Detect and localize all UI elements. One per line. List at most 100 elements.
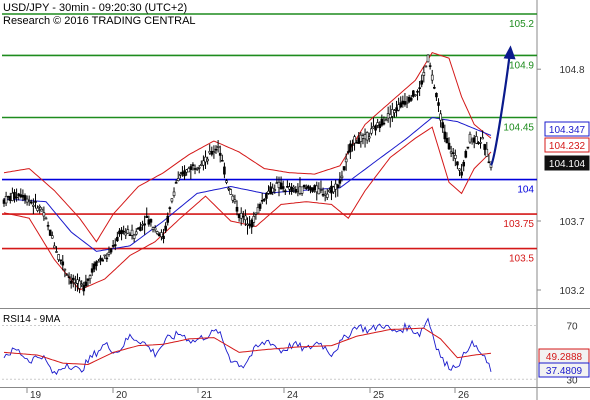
candle-body [8, 195, 12, 201]
candle-body [458, 168, 461, 171]
candle-body [46, 225, 50, 227]
candle-body [397, 104, 400, 111]
level-label: 103.5 [509, 254, 534, 265]
candle-body [475, 136, 478, 144]
candle-body [210, 150, 214, 155]
candle-body [460, 171, 463, 176]
candle-body [170, 198, 174, 202]
candle-body [342, 166, 346, 171]
price-tick-label: 103.2 [559, 286, 584, 297]
candle-body [181, 171, 184, 175]
candle-body [357, 137, 361, 144]
candle-body [172, 191, 176, 196]
axis-labels: 104.347 104.232 104.104 103.2 103.7 104.8 19 20… [26, 65, 590, 400]
candle-body [67, 276, 71, 279]
candle-body [470, 139, 474, 142]
candle-body [298, 186, 302, 194]
candle-body [296, 189, 300, 192]
candle-body [325, 193, 329, 198]
candle-body [376, 122, 379, 126]
candle-body [183, 170, 186, 177]
candle-body [179, 173, 182, 176]
bollinger-upper-band [3, 51, 492, 243]
candle-body [451, 152, 455, 155]
candle-body [288, 186, 291, 190]
candle-body [382, 122, 386, 125]
candle-body [235, 206, 239, 212]
level-label: 104 [517, 185, 534, 196]
time-tick-label: 20 [116, 390, 128, 400]
candle-body [239, 213, 243, 219]
price-tick-label: 104.8 [559, 65, 584, 76]
candle-body [416, 90, 419, 93]
candle-body [405, 102, 409, 104]
price-tag-box [544, 121, 590, 137]
candle-body [132, 234, 136, 239]
candle-body [309, 187, 312, 191]
candle-body [351, 144, 354, 146]
candle-body [111, 245, 115, 247]
candle-body [214, 148, 218, 151]
candle-body [65, 274, 69, 276]
candle-body [279, 182, 283, 190]
candle-body [223, 166, 226, 175]
candle-body [86, 278, 90, 281]
candle-body [55, 251, 58, 253]
moving-average-line [3, 116, 492, 252]
candle-body [74, 282, 77, 284]
candle-body [472, 137, 476, 143]
candle-body [372, 126, 375, 129]
forecast-path [489, 55, 511, 166]
candle-body [464, 151, 468, 158]
candle-body [155, 231, 159, 235]
candle-body [124, 232, 128, 236]
candle-body [147, 219, 151, 225]
candle-body [302, 184, 306, 188]
candle-body [88, 275, 92, 279]
candle-body [130, 229, 134, 236]
candle-body [380, 118, 384, 126]
candle-body [273, 189, 277, 191]
candle-body [128, 234, 132, 237]
candle-body [61, 261, 65, 266]
time-tick-label: 26 [458, 390, 470, 400]
candle-body [384, 119, 388, 122]
candle-body [422, 72, 426, 76]
candle-body [466, 146, 470, 149]
time-tick-label: 21 [201, 390, 213, 400]
candle-body [447, 142, 451, 150]
candle-body [162, 235, 165, 240]
candle-body [437, 102, 440, 106]
candle-body [233, 199, 237, 203]
time-tick-label: 24 [287, 390, 299, 400]
level-label: 105.2 [509, 19, 534, 30]
candle-body [418, 87, 421, 89]
candle-body [378, 124, 382, 129]
candle-body [191, 164, 195, 166]
candle-body [17, 193, 20, 196]
candle-body [57, 254, 60, 260]
candle-body [321, 194, 325, 196]
candle-body [260, 200, 264, 202]
candle-body [126, 229, 130, 234]
candle-body [250, 219, 253, 228]
candle-body [195, 168, 199, 170]
rsi-ma-line [3, 327, 492, 366]
candle-body [424, 65, 428, 68]
candle-body [36, 207, 39, 211]
candle-body [344, 158, 348, 163]
candle-body [420, 80, 424, 85]
candle-body [6, 195, 10, 198]
candle-body [479, 142, 482, 144]
candle-body [13, 191, 16, 199]
time-tick-label: 25 [373, 390, 385, 400]
candle-body [414, 94, 417, 96]
candle-body [164, 225, 167, 231]
candle-body [160, 232, 163, 237]
candle-body [118, 230, 121, 235]
candle-body [256, 207, 260, 214]
candle-body [200, 164, 203, 166]
candle-body [395, 107, 398, 112]
rsi-panel-label: RSI14 - 9MA [3, 314, 61, 325]
candle-body [76, 279, 79, 284]
